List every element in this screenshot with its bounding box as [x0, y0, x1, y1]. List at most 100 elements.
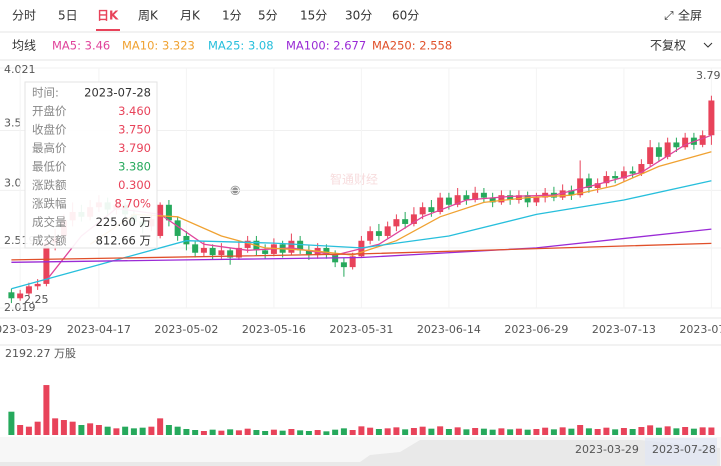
tooltip-value: 225.60 万: [96, 215, 151, 229]
candle-body: [489, 197, 496, 203]
timeframe-tab[interactable]: 1分: [222, 9, 242, 23]
candle-body: [655, 147, 662, 157]
volume-bar: [638, 427, 645, 435]
timeframe-tab[interactable]: 5分: [258, 9, 278, 23]
tooltip-label: 成交量: [32, 215, 67, 229]
volume-bar: [25, 426, 32, 435]
volume-bar: [515, 428, 522, 435]
candle-body: [647, 147, 654, 165]
volume-bar: [218, 430, 225, 435]
volume-bar: [165, 425, 172, 435]
volume-bar: [419, 426, 426, 435]
tooltip-value: 0.300: [118, 178, 151, 192]
ma-line: [11, 228, 712, 263]
navigator-start: 2023-03-29: [575, 443, 639, 456]
legend-entry: MA5: 3.46: [52, 39, 110, 53]
watermark: 智通财经: [330, 172, 378, 187]
volume-bar: [542, 427, 549, 435]
candle-body: [463, 195, 470, 200]
candle-body: [629, 171, 636, 174]
candle-body: [428, 207, 435, 212]
candle-body: [638, 164, 645, 174]
tooltip-value: 3.750: [118, 123, 151, 137]
dropdown-chevron: [703, 42, 713, 48]
volume-axis-label: 2192.27 万股: [5, 347, 76, 360]
volume-bar: [472, 428, 479, 435]
adjust-dropdown[interactable]: 不复权: [650, 39, 686, 53]
volume-bar: [358, 426, 365, 435]
timeframe-tab[interactable]: 5日: [58, 9, 78, 23]
volume-bar: [498, 428, 505, 435]
fullscreen-button[interactable]: 全屏: [678, 8, 702, 23]
candle-body: [340, 262, 347, 268]
navigator-end: 2023-07-28: [652, 443, 716, 456]
fullscreen-icon[interactable]: ⤢: [663, 9, 674, 23]
y-tick-label: 3.0: [4, 176, 22, 189]
indicator-label[interactable]: 均线: [12, 39, 36, 53]
volume-bar: [174, 426, 181, 435]
timeframe-tab[interactable]: 60分: [392, 9, 419, 23]
candle-body: [585, 178, 592, 188]
x-tick-label: 2023-07-28: [679, 323, 721, 336]
timeframe-tab[interactable]: 月K: [180, 9, 201, 23]
volume-bar: [305, 431, 312, 435]
volume-bar: [410, 428, 417, 435]
candle-body: [664, 142, 671, 157]
volume-bar: [577, 425, 584, 435]
tooltip-value: 812.66 万: [96, 234, 151, 248]
x-tick-label: 2023-05-31: [329, 323, 393, 336]
volume-bar: [104, 426, 111, 435]
volume-bar: [130, 428, 137, 435]
candle-body: [437, 197, 444, 212]
candle-body: [498, 195, 505, 203]
timeframe-tab[interactable]: 周K: [138, 9, 159, 23]
tooltip-value: 3.380: [118, 160, 151, 174]
volume-bar: [489, 429, 496, 435]
y-tick-label: 3.5: [4, 116, 22, 129]
volume-bar: [655, 427, 662, 435]
candle-body: [402, 219, 409, 224]
legend-entry: MA25: 3.08: [208, 39, 274, 53]
candle-body: [620, 171, 627, 179]
candle-body: [262, 250, 269, 254]
timeframe-tab[interactable]: 15分: [300, 9, 327, 23]
navigator-window[interactable]: [645, 438, 717, 465]
volume-bar: [375, 429, 382, 435]
volume-bar: [367, 427, 374, 435]
volume-bar: [533, 429, 540, 435]
volume-bar: [122, 426, 129, 435]
candle-body: [157, 204, 164, 236]
volume-bar: [402, 429, 409, 435]
legend-entry: MA10: 3.323: [122, 39, 195, 53]
volume-bar: [235, 430, 242, 435]
volume-bar: [664, 426, 671, 435]
tooltip-value: 3.790: [118, 141, 151, 155]
x-tick-label: 2023-05-16: [242, 323, 306, 336]
volume-bar: [148, 426, 155, 435]
volume-bar: [585, 428, 592, 435]
x-tick-label: 2023-06-29: [504, 323, 568, 336]
candle-body: [367, 231, 374, 241]
candle-body: [673, 142, 680, 148]
tooltip-value: 3.460: [118, 104, 151, 118]
candle-body: [25, 286, 32, 294]
timeframe-tab[interactable]: 分时: [12, 9, 36, 23]
timeframe-tab[interactable]: 30分: [345, 9, 372, 23]
volume-bar: [629, 429, 636, 435]
volume-bar: [454, 427, 461, 435]
volume-bar: [647, 425, 654, 435]
volume-bar: [673, 428, 680, 435]
volume-bar: [209, 429, 216, 435]
x-tick-label: 2023-07-13: [592, 323, 656, 336]
candle-body: [533, 197, 540, 203]
candle-body: [34, 283, 41, 287]
candle-body: [17, 293, 24, 299]
timeframe-tab[interactable]: 日K: [97, 9, 119, 23]
ma-line: [11, 242, 712, 261]
active-tab-underline: [96, 29, 120, 31]
volume-bar: [183, 429, 190, 435]
candle-body: [218, 250, 225, 256]
x-tick-label: 2023-03-29: [0, 323, 52, 336]
candle-body: [472, 192, 479, 200]
